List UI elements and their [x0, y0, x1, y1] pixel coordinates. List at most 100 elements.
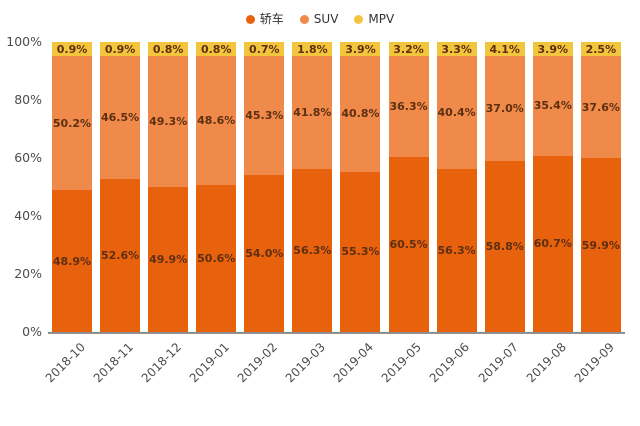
x-axis-line: [48, 332, 625, 334]
legend: 轿车 SUV MPV: [0, 10, 640, 28]
bar-2018-11: 0.9% 46.5% 52.6%: [100, 42, 141, 332]
bar-column-2019-06: 3.3% 40.4% 56.3% 2019-06: [427, 42, 481, 385]
value-label-sedan: 56.3%: [293, 243, 332, 257]
bar-column-2019-08: 3.9% 35.4% 60.7% 2019-08: [523, 42, 577, 385]
y-tick-label: 40%: [14, 208, 42, 223]
segment-mpv[interactable]: 0.9%: [52, 42, 92, 56]
segment-mpv[interactable]: 0.9%: [100, 42, 141, 56]
segment-suv[interactable]: 41.8%: [292, 56, 333, 169]
segment-sedan[interactable]: 50.6%: [196, 185, 237, 332]
segment-suv[interactable]: 48.6%: [196, 56, 237, 186]
value-label-sedan: 48.9%: [52, 254, 92, 268]
value-label-sedan: 55.3%: [341, 245, 380, 259]
segment-sedan[interactable]: 49.9%: [148, 187, 189, 332]
legend-marker-icon: [354, 14, 364, 24]
value-label-mpv: 1.8%: [297, 42, 328, 56]
segment-mpv[interactable]: 1.8%: [292, 42, 333, 56]
segment-suv[interactable]: 37.0%: [484, 56, 525, 162]
legend-item-SUV[interactable]: SUV: [299, 12, 338, 26]
value-label-mpv: 3.2%: [393, 42, 424, 56]
x-axis-label: 2018-10: [42, 340, 88, 386]
segment-sedan[interactable]: 59.9%: [580, 158, 621, 332]
legend-item-轿车[interactable]: 轿车: [245, 12, 284, 26]
legend-marker-icon: [299, 14, 309, 24]
segment-mpv[interactable]: 2.5%: [580, 42, 621, 56]
value-label-mpv: 0.7%: [249, 42, 280, 56]
x-axis-label: 2019-08: [523, 340, 569, 386]
value-label-suv: 50.2%: [52, 116, 92, 130]
bar-2019-07: 4.1% 37.0% 58.8%: [484, 42, 525, 332]
value-label-suv: 37.0%: [485, 102, 524, 116]
bar-2018-12: 0.8% 49.3% 49.9%: [148, 42, 189, 332]
bar-column-2019-05: 3.2% 36.3% 60.5% 2019-05: [379, 42, 433, 385]
bar-column-2019-03: 1.8% 41.8% 56.3% 2019-03: [283, 42, 336, 385]
value-label-sedan: 54.0%: [245, 247, 284, 261]
segment-sedan[interactable]: 56.3%: [436, 168, 477, 332]
segment-mpv[interactable]: 3.2%: [388, 42, 429, 56]
segment-mpv[interactable]: 3.9%: [340, 42, 381, 56]
segment-mpv[interactable]: 3.3%: [436, 42, 477, 56]
bar-2019-09: 2.5% 37.6% 59.9%: [580, 42, 621, 332]
bar-column-2018-10: 0.9% 50.2% 48.9% 2018-10: [43, 42, 96, 385]
segment-sedan[interactable]: 48.9%: [52, 190, 92, 332]
y-tick-label: 20%: [14, 266, 42, 281]
value-label-sedan: 60.5%: [389, 237, 428, 251]
segment-suv[interactable]: 40.4%: [436, 56, 477, 169]
x-axis-label: 2019-07: [475, 340, 521, 386]
bar-2019-01: 0.8% 48.6% 50.6%: [196, 42, 237, 332]
segment-mpv[interactable]: 4.1%: [484, 42, 525, 56]
legend-marker-icon: [245, 14, 255, 24]
segment-sedan[interactable]: 60.5%: [388, 156, 429, 332]
value-label-mpv: 4.1%: [489, 42, 520, 56]
segment-mpv[interactable]: 0.8%: [148, 42, 189, 56]
value-label-sedan: 56.3%: [437, 243, 476, 257]
value-label-suv: 40.4%: [437, 105, 476, 119]
segment-sedan[interactable]: 54.0%: [244, 175, 285, 332]
segment-suv[interactable]: 37.6%: [580, 56, 621, 159]
bar-2018-10: 0.9% 50.2% 48.9%: [52, 42, 92, 332]
segment-suv[interactable]: 45.3%: [244, 56, 285, 176]
x-axis-label: 2019-09: [571, 340, 617, 386]
segment-sedan[interactable]: 58.8%: [484, 161, 525, 332]
bars-row: 0.9% 50.2% 48.9% 2018-10 0.9% 46.5% 52.6% 2018-…: [43, 42, 625, 385]
segment-suv[interactable]: 40.8%: [340, 56, 381, 172]
y-tick-label: 100%: [6, 34, 42, 49]
segment-mpv[interactable]: 0.8%: [196, 42, 237, 56]
segment-mpv[interactable]: 3.9%: [532, 42, 573, 56]
value-label-suv: 49.3%: [149, 115, 188, 129]
x-axis-label: 2019-05: [379, 340, 425, 386]
bar-2019-05: 3.2% 36.3% 60.5%: [388, 42, 429, 332]
segment-sedan[interactable]: 60.7%: [532, 155, 573, 332]
bar-2019-06: 3.3% 40.4% 56.3%: [436, 42, 477, 332]
segment-suv[interactable]: 46.5%: [100, 56, 141, 180]
value-label-mpv: 3.9%: [345, 42, 376, 56]
value-label-mpv: 3.3%: [441, 42, 472, 56]
value-label-mpv: 0.8%: [152, 42, 184, 56]
value-label-sedan: 58.8%: [485, 240, 524, 254]
bar-2019-04: 3.9% 40.8% 55.3%: [340, 42, 381, 332]
bar-2019-02: 0.7% 45.3% 54.0%: [244, 42, 285, 332]
segment-sedan[interactable]: 52.6%: [100, 179, 141, 332]
bar-column-2019-07: 4.1% 37.0% 58.8% 2019-07: [475, 42, 529, 385]
segment-suv[interactable]: 36.3%: [388, 56, 429, 157]
value-label-sedan: 59.9%: [581, 238, 620, 252]
value-label-suv: 46.5%: [100, 111, 140, 125]
legend-label: 轿车: [259, 12, 284, 26]
y-tick-label: 80%: [14, 92, 42, 107]
segment-suv[interactable]: 35.4%: [532, 56, 573, 156]
value-label-suv: 37.6%: [581, 100, 620, 114]
segment-sedan[interactable]: 56.3%: [292, 168, 333, 332]
x-axis-label: 2018-12: [138, 340, 185, 386]
plot-area: 0.9% 50.2% 48.9% 2018-10 0.9% 46.5% 52.6% 2018-…: [43, 42, 625, 385]
segment-sedan[interactable]: 55.3%: [340, 171, 381, 332]
segment-suv[interactable]: 50.2%: [52, 56, 92, 191]
bar-column-2018-11: 0.9% 46.5% 52.6% 2018-11: [91, 42, 144, 385]
x-axis-label: 2019-03: [282, 340, 329, 386]
bar-2019-08: 3.9% 35.4% 60.7%: [532, 42, 573, 332]
x-axis-label: 2018-11: [90, 340, 136, 386]
segment-suv[interactable]: 49.3%: [148, 56, 189, 188]
legend-item-MPV[interactable]: MPV: [354, 12, 394, 26]
segment-mpv[interactable]: 0.7%: [244, 42, 285, 56]
bar-column-2019-01: 0.8% 48.6% 50.6% 2019-01: [187, 42, 240, 385]
value-label-suv: 40.8%: [341, 107, 380, 121]
